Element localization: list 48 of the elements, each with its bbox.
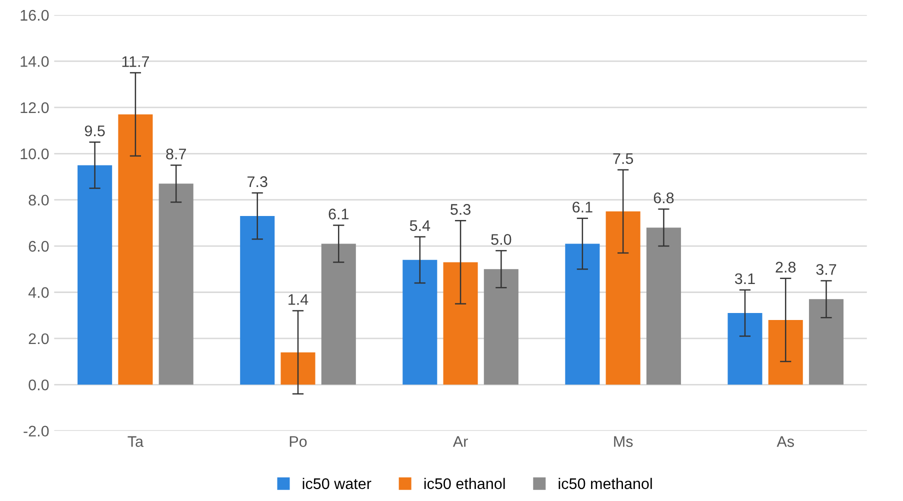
y-tick-label: 4.0 [28,287,49,298]
bar [565,244,600,385]
data-label: 6.8 [654,192,674,204]
bar [808,299,844,385]
data-label: 7.3 [248,176,268,188]
data-label: 5.3 [450,204,470,215]
legend-label: ic50 water [302,478,372,490]
data-label: 11.7 [122,56,149,67]
bar [728,313,762,385]
y-tick-label: 14.0 [20,56,49,67]
y-tick-label: 2.0 [28,333,49,344]
data-label: 2.8 [776,262,796,273]
y-tick-label: 8.0 [28,194,49,206]
x-tick-label: As [776,436,794,447]
bar [768,320,803,385]
x-tick-label: Ta [128,436,144,447]
data-label: 3.1 [734,273,755,284]
bar [158,184,194,385]
legend-label: ic50 ethanol [424,478,505,490]
data-label: 7.5 [613,153,634,164]
y-tick-label: 6.0 [28,240,49,252]
x-tick-label: Po [290,436,307,447]
y-tick-label: 16.0 [20,10,49,21]
y-tick-label: -2.0 [24,426,49,437]
data-label: 9.5 [84,125,105,136]
data-label: 5.4 [410,220,430,232]
bar [280,352,316,385]
bar [606,211,640,385]
data-label: 5.0 [491,234,512,245]
data-label: 1.4 [288,294,308,305]
data-label: 8.7 [166,148,186,160]
bar [240,216,275,385]
bar [78,165,112,385]
data-label: 6.1 [328,208,348,220]
legend-label: ic50 methanol [558,478,652,490]
bar [118,114,153,385]
x-tick-label: Ar [452,436,468,447]
y-tick-label: 0.0 [28,380,49,390]
x-tick-label: Ms [614,436,633,447]
bar [484,269,518,385]
bar [646,228,681,385]
data-label: 6.1 [572,202,592,213]
data-label: 3.7 [816,264,836,275]
bar [402,260,438,385]
bar [321,244,356,385]
bar [443,262,478,385]
y-tick-label: 10.0 [20,148,49,160]
y-tick-label: 12.0 [20,102,49,114]
